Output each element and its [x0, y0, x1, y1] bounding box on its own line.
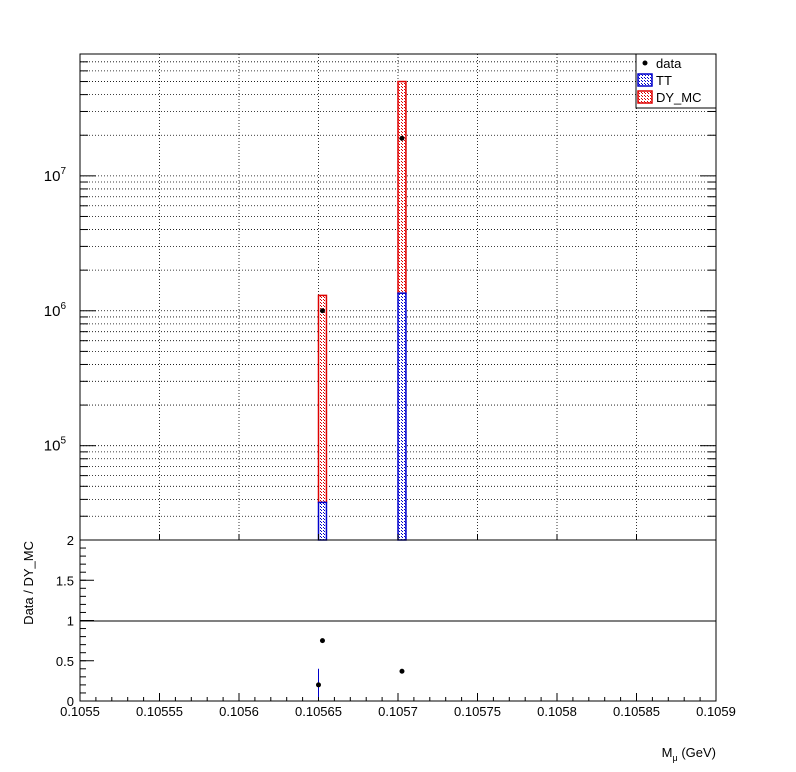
x-tick-label: 0.10575	[454, 704, 501, 719]
bar-tt	[317, 501, 328, 541]
main-bars	[317, 80, 407, 541]
x-tick-label: 0.1056	[219, 704, 259, 719]
main-y-tick-label: 107	[44, 166, 67, 185]
x-tick-label: 0.1055	[60, 704, 100, 719]
ratio-axes: 0 0.5 1 1.5 2 0.1055 0.10555 0.1056 0.10565 0.105…	[56, 533, 736, 719]
legend-marker-data	[642, 60, 648, 66]
legend: data TT DY_MC	[635, 53, 717, 109]
ratio-y-axis-label: Data / DY_MC	[21, 541, 36, 625]
x-tick-label: 0.1058	[537, 704, 577, 719]
main-y-tick-label: 106	[44, 301, 67, 320]
ratio-point	[316, 682, 321, 688]
main-y-tick-label: 105	[44, 436, 67, 455]
legend-swatch	[637, 90, 653, 104]
ratio-y-tick-label: 1	[67, 614, 74, 629]
legend-label: data	[656, 56, 682, 71]
ratio-points	[316, 638, 405, 701]
bar-dy-mc	[317, 294, 328, 504]
x-tick-label: 0.10555	[136, 704, 183, 719]
x-tick-label: 0.1059	[696, 704, 736, 719]
ratio-y-tick-label: 1.5	[56, 573, 74, 588]
x-tick-label: 0.10585	[613, 704, 660, 719]
data-point	[319, 308, 325, 314]
ratio-y-tick-label: 0	[67, 694, 74, 709]
ratio-point	[319, 638, 325, 644]
x-tick-label: 0.1057	[378, 704, 418, 719]
legend-label: DY_MC	[656, 90, 702, 105]
ratio-y-tick-label: 0.5	[56, 654, 74, 669]
ratio-y-tick-label: 2	[67, 533, 74, 548]
bar-dy-mc	[397, 80, 407, 294]
data-point	[399, 135, 405, 141]
x-axis-label: Mμ (GeV)	[662, 745, 716, 763]
main-data-points	[319, 135, 405, 314]
ratio-point	[399, 668, 405, 674]
main-y-axis: 105 106 107	[44, 53, 717, 541]
bar-tt	[397, 292, 407, 541]
legend-label: TT	[656, 73, 672, 88]
legend-swatch	[637, 73, 653, 87]
x-tick-label: 0.10565	[295, 704, 342, 719]
